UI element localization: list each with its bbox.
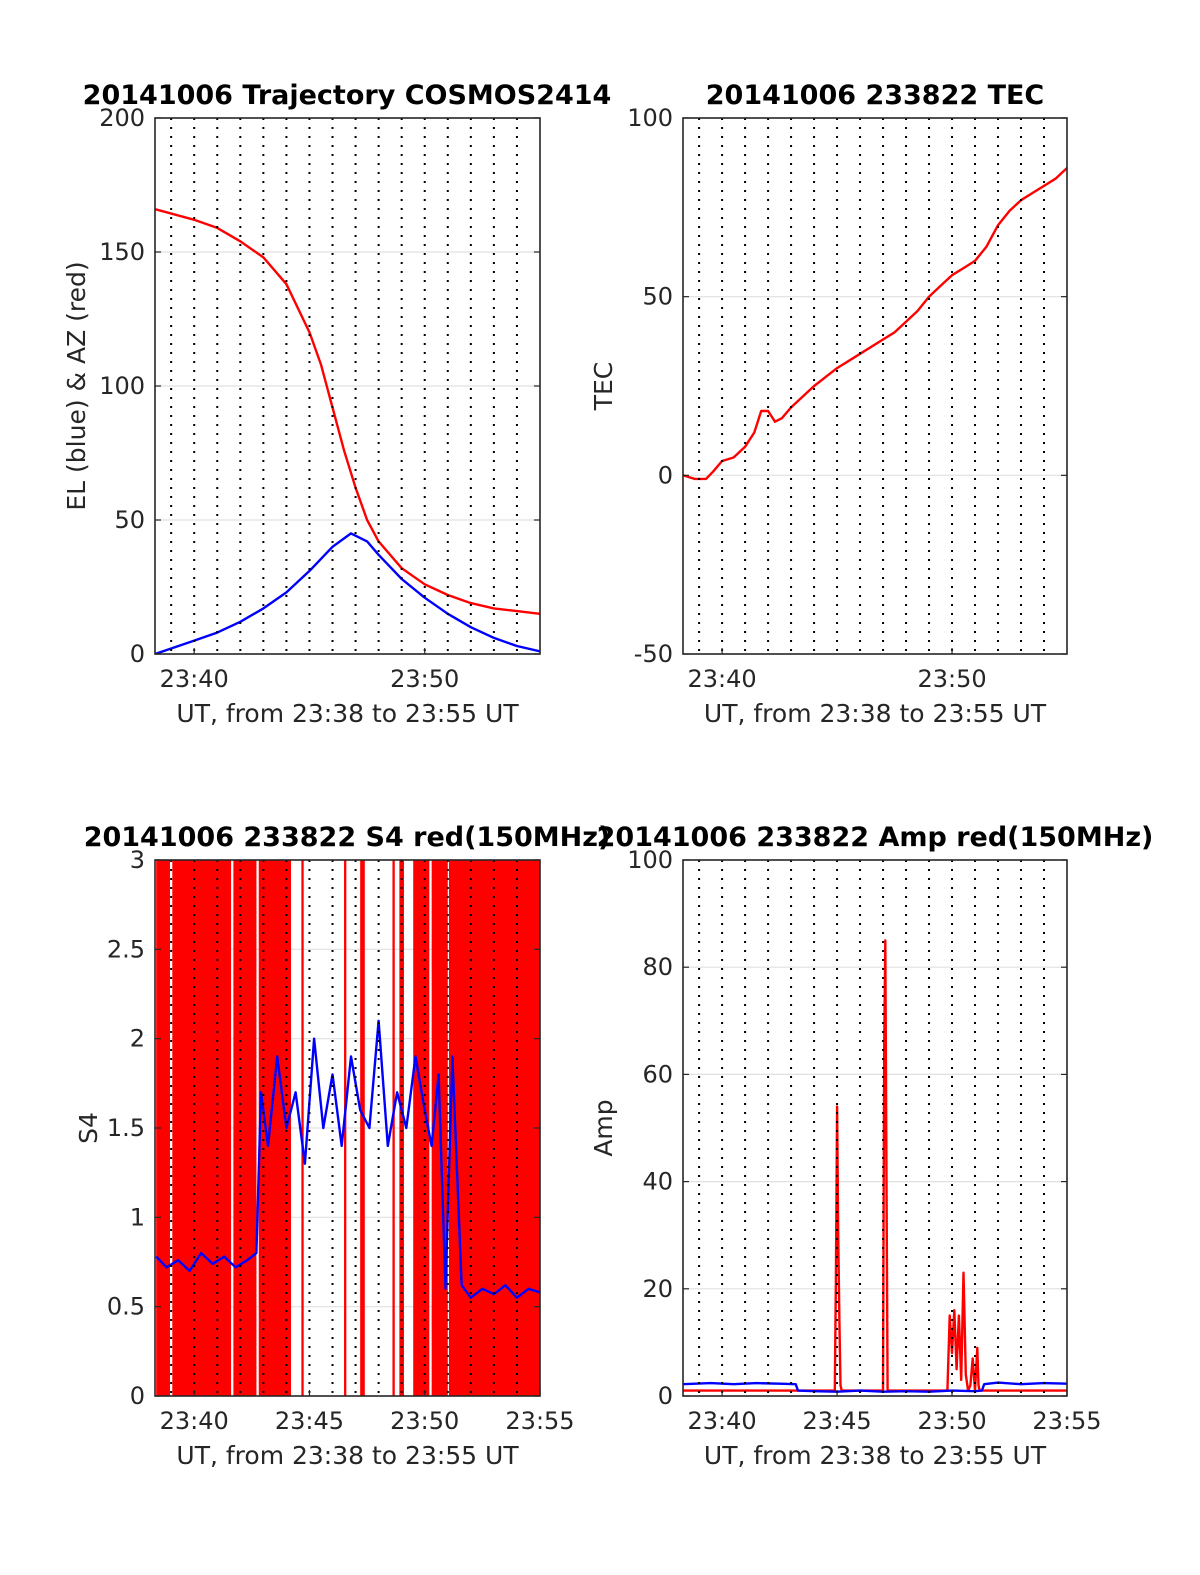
red-s4-band (399, 860, 404, 1396)
y-axis-label: S4 (74, 1112, 103, 1144)
chart-title: 20141006 Trajectory COSMOS2414 (83, 80, 612, 111)
chart-title: 20141006 233822 TEC (706, 80, 1045, 111)
x-axis-label: UT, from 23:38 to 23:55 UT (704, 699, 1047, 728)
y-tick-label: 1 (130, 1203, 145, 1231)
red-s4-band (301, 860, 304, 1396)
red-series-line (155, 207, 540, 615)
y-tick-label: 0 (130, 640, 145, 668)
y-tick-label: 3 (130, 846, 145, 874)
y-tick-label: 60 (642, 1060, 673, 1088)
x-tick-label: 23:50 (390, 1407, 459, 1435)
y-tick-label: 50 (642, 283, 673, 311)
y-tick-label: 50 (114, 506, 145, 534)
y-tick-label: 100 (627, 846, 673, 874)
y-tick-label: 200 (99, 104, 145, 132)
y-tick-label: 2.5 (107, 935, 145, 963)
x-axis-label: UT, from 23:38 to 23:55 UT (176, 699, 519, 728)
y-tick-label: -50 (634, 640, 673, 668)
y-axis-label: EL (blue) & AZ (red) (62, 261, 91, 510)
blue-series-line (155, 532, 540, 654)
red-s4-band (172, 860, 232, 1396)
red-series-line (683, 167, 1067, 481)
y-tick-label: 100 (99, 372, 145, 400)
x-tick-label: 23:40 (160, 665, 229, 693)
x-tick-label: 23:55 (505, 1407, 574, 1435)
red-s4-band (233, 860, 257, 1396)
x-tick-label: 23:50 (917, 665, 986, 693)
y-tick-label: 1.5 (107, 1114, 145, 1142)
red-s4-band (392, 860, 395, 1396)
s4-panel: 0 0.5 1 1.5 2 2.5 3 23:40 23:45 23:50 23:55 2014100… (74, 822, 610, 1470)
y-tick-label: 0 (130, 1382, 145, 1410)
x-axis-label: UT, from 23:38 to 23:55 UT (176, 1441, 519, 1470)
x-tick-label: 23:50 (390, 665, 459, 693)
y-tick-label: 0.5 (107, 1293, 145, 1321)
y-tick-label: 40 (642, 1168, 673, 1196)
y-axis-label: TEC (589, 362, 618, 412)
x-tick-label: 23:40 (160, 1407, 229, 1435)
x-tick-label: 23:55 (1032, 1407, 1101, 1435)
axes-frame (682, 117, 1068, 655)
chart-title: 20141006 233822 S4 red(150MHz) (84, 822, 611, 853)
x-tick-label: 23:50 (917, 1407, 986, 1435)
y-tick-label: 20 (642, 1275, 673, 1303)
red-s4-band (344, 860, 347, 1396)
red-s4-band (156, 860, 170, 1396)
y-tick-label: 0 (658, 1382, 673, 1410)
y-tick-label: 150 (99, 238, 145, 266)
red-s4-band (413, 860, 430, 1396)
axes-frame (682, 859, 1068, 1397)
red-s4-band (448, 860, 540, 1396)
y-tick-label: 80 (642, 953, 673, 981)
red-s4-band (360, 860, 365, 1396)
tec-panel: -50 0 50 100 23:40 23:50 20141006 233822 TEC UT… (589, 80, 1068, 728)
x-tick-label: 23:45 (802, 1407, 871, 1435)
chart-title: 20141006 233822 Amp red(150MHz) (597, 822, 1154, 853)
red-series-line (683, 939, 1067, 1392)
y-tick-label: 100 (627, 104, 673, 132)
x-axis-label: UT, from 23:38 to 23:55 UT (704, 1441, 1047, 1470)
trajectory-panel: 0 50 100 150 200 23:40 23:50 20141006 Trajector… (62, 80, 611, 728)
blue-series-line (155, 1019, 540, 1299)
amp-panel: 0 20 40 60 80 100 23:40 23:45 23:50 23:55 20141006… (589, 822, 1153, 1470)
x-tick-label: 23:45 (275, 1407, 344, 1435)
x-tick-label: 23:40 (688, 1407, 757, 1435)
x-tick-label: 23:40 (688, 665, 757, 693)
y-axis-label: Amp (589, 1099, 618, 1156)
y-tick-label: 0 (658, 461, 673, 489)
y-tick-label: 2 (130, 1025, 145, 1053)
